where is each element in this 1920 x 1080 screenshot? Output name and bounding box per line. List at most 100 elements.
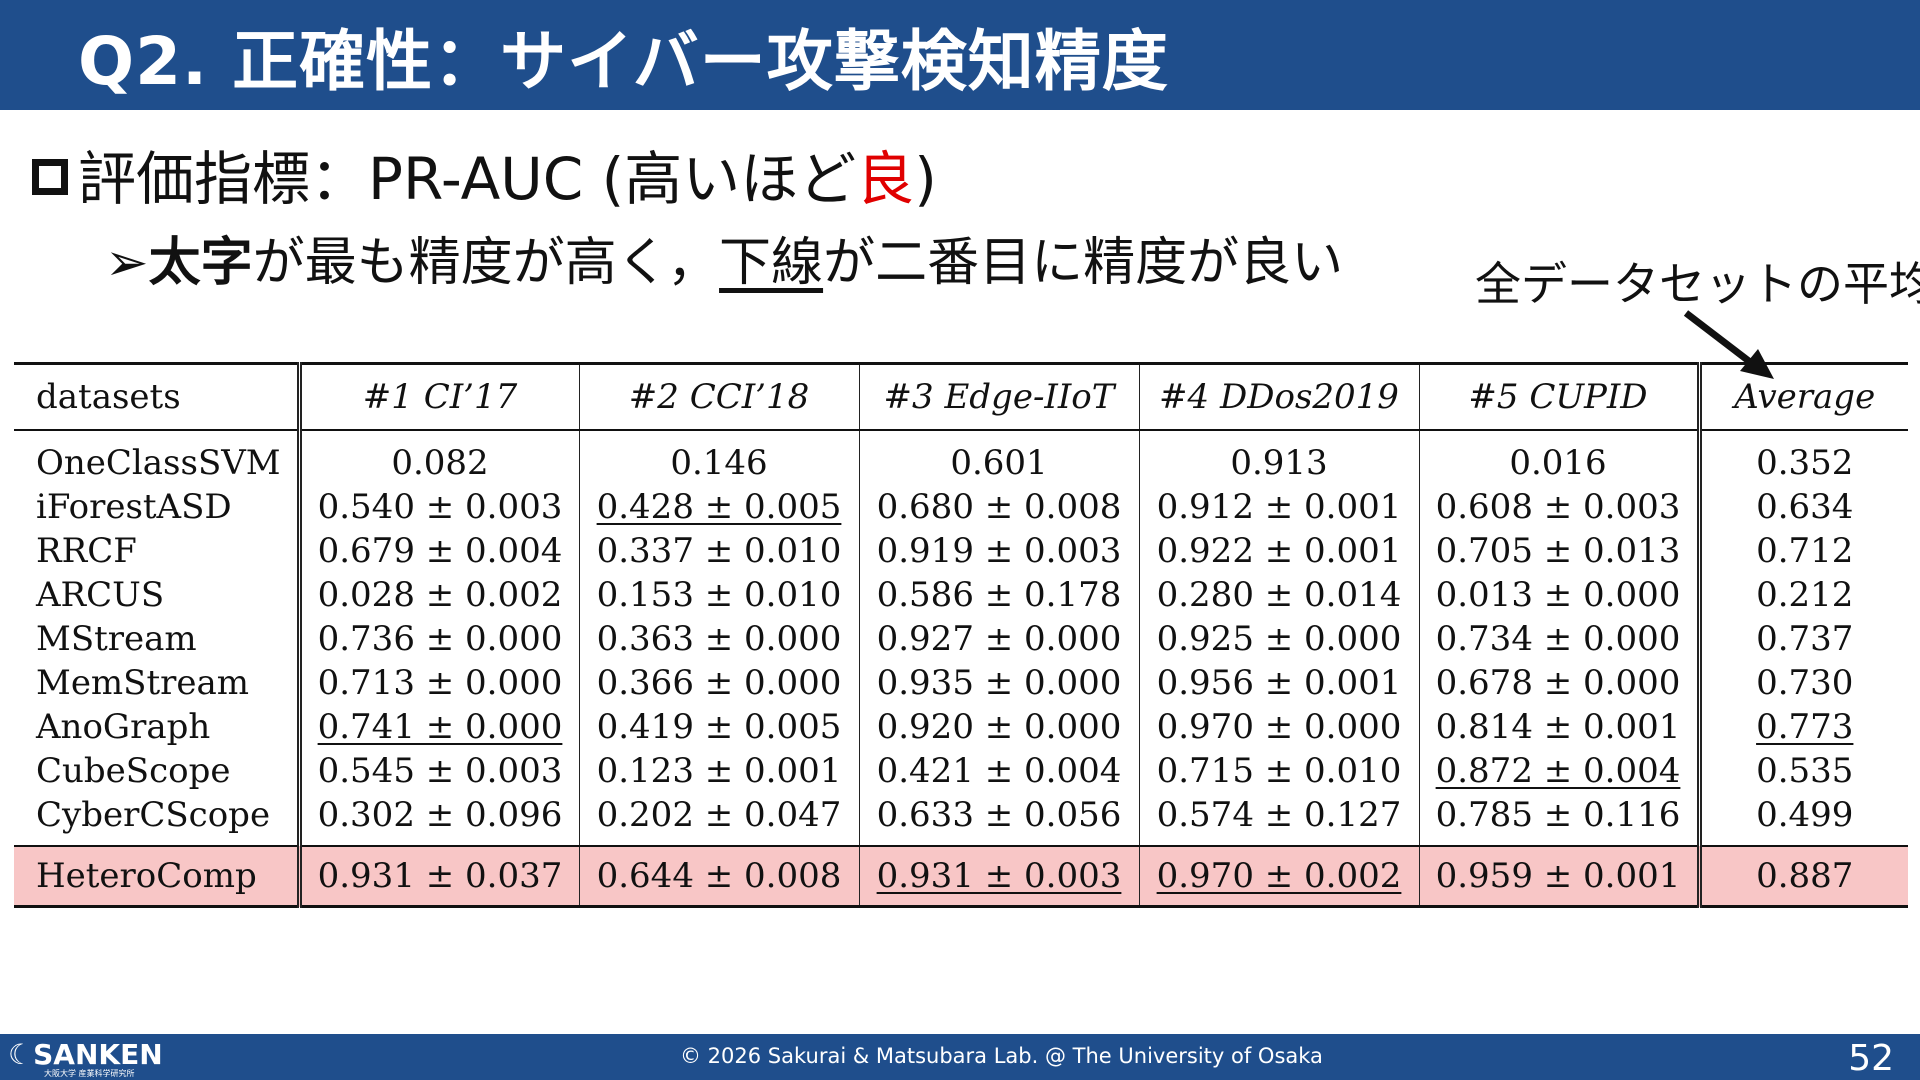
average-cell: 0.712 [1756, 531, 1854, 571]
average-cell: 0.737 [1756, 619, 1854, 659]
method-name: OneClassSVM [14, 430, 302, 485]
table-cell: 0.705 ± 0.013 [1419, 529, 1702, 573]
header-average: Average [1734, 377, 1876, 417]
table-cell: 0.679 ± 0.004 [299, 529, 580, 573]
header-ddos2019: #4 DDos2019 [1139, 363, 1420, 430]
table-cell: 0.715 ± 0.010 [1139, 749, 1420, 793]
method-name: HeteroComp [14, 846, 302, 907]
second-best-cell: 0.428 ± 0.005 [596, 487, 842, 527]
logo-text: SANKEN [33, 1038, 163, 1071]
table-row: iForestASD 0.540 ± 0.003 0.428 ± 0.005 0… [14, 485, 1908, 529]
table-cell: 0.366 ± 0.000 [579, 661, 860, 705]
best-cell: 0.935 ± 0.000 [859, 661, 1140, 705]
second-best-cell: 0.872 ± 0.004 [1435, 751, 1681, 791]
average-cell: 0.499 [1756, 795, 1854, 835]
second-best-average: 0.773 [1756, 707, 1854, 747]
underline-keyword: 下線 [719, 233, 824, 293]
arrow-bullet-icon: ➢ [105, 233, 149, 293]
method-name: AnoGraph [14, 705, 302, 749]
best-cell: 0.959 ± 0.001 [1419, 846, 1702, 907]
table-cell: 0.912 ± 0.001 [1139, 485, 1420, 529]
table-cell: 0.601 [859, 430, 1140, 485]
table-cell: 0.202 ± 0.047 [579, 793, 860, 846]
table-cell: 0.574 ± 0.127 [1139, 793, 1420, 846]
results-table: datasets #1 CI’17 #2 CCI’18 #3 Edge-IIoT… [14, 362, 1908, 908]
table-row: MemStream 0.713 ± 0.000 0.366 ± 0.000 0.… [14, 661, 1908, 705]
table-cell: 0.919 ± 0.003 [859, 529, 1140, 573]
best-cell: 0.970 ± 0.000 [1139, 705, 1420, 749]
table-cell: 0.146 [579, 430, 860, 485]
table-cell: 0.153 ± 0.010 [579, 573, 860, 617]
best-cell: 0.931 ± 0.037 [299, 846, 580, 907]
second-best-cell: 0.970 ± 0.002 [1156, 856, 1402, 896]
square-bullet-icon [32, 158, 68, 195]
table-cell: 0.280 ± 0.014 [1139, 573, 1420, 617]
table-cell: 0.586 ± 0.178 [859, 573, 1140, 617]
metric-suffix: ) [914, 145, 937, 213]
method-name: iForestASD [14, 485, 302, 529]
table-cell: 0.736 ± 0.000 [299, 617, 580, 661]
logo-mark-icon: ☾ [8, 1038, 34, 1071]
legend-tail: が二番目に精度が良い [823, 233, 1344, 293]
table-cell: 0.920 ± 0.000 [859, 705, 1140, 749]
average-note: 全データセットの平均 [1475, 257, 1920, 311]
sanken-logo: ☾SANKEN [8, 1038, 163, 1071]
average-cell: 0.212 [1756, 575, 1854, 615]
table-cell: 0.925 ± 0.000 [1139, 617, 1420, 661]
average-cell: 0.730 [1756, 663, 1854, 703]
average-cell: 0.634 [1756, 487, 1854, 527]
table-row: OneClassSVM 0.082 0.146 0.601 0.913 0.01… [14, 430, 1908, 485]
table-row: MStream 0.736 ± 0.000 0.363 ± 0.000 0.92… [14, 617, 1908, 661]
table-header-row: datasets #1 CI’17 #2 CCI’18 #3 Edge-IIoT… [14, 363, 1908, 430]
legend-bullet: ➢太字が最も精度が高く，下線が二番目に精度が良い [105, 220, 1343, 295]
arrow-pointer-icon [1683, 310, 1774, 379]
title-bar: Q2. 正確性：サイバー攻撃検知精度 [0, 0, 1920, 110]
table-cell: 0.680 ± 0.008 [859, 485, 1140, 529]
logo-subtitle: 大阪大学 産業科学研究所 [44, 1069, 135, 1078]
method-name: MemStream [14, 661, 302, 705]
metric-emphasis: 良 [856, 145, 915, 213]
table-cell: 0.123 ± 0.001 [579, 749, 860, 793]
method-name: ARCUS [14, 573, 302, 617]
table-cell: 0.013 ± 0.000 [1419, 573, 1702, 617]
header-cci18: #2 CCI’18 [579, 363, 860, 430]
table-row: CyberCScope 0.302 ± 0.096 0.202 ± 0.047 … [14, 793, 1908, 846]
slide-title: Q2. 正確性：サイバー攻撃検知精度 [78, 23, 1169, 100]
table-cell: 0.913 [1139, 430, 1420, 485]
average-cell: 0.352 [1756, 443, 1854, 483]
table-cell: 0.734 ± 0.000 [1419, 617, 1702, 661]
average-cell: 0.535 [1756, 751, 1854, 791]
header-edge-iiot: #3 Edge-IIoT [859, 363, 1140, 430]
header-datasets: datasets [14, 363, 302, 430]
table-cell: 0.337 ± 0.010 [579, 529, 860, 573]
table-cell: 0.785 ± 0.116 [1419, 793, 1702, 846]
table-cell: 0.927 ± 0.000 [859, 617, 1140, 661]
table-row: ARCUS 0.028 ± 0.002 0.153 ± 0.010 0.586 … [14, 573, 1908, 617]
table-cell: 0.608 ± 0.003 [1419, 485, 1702, 529]
header-ci17: #1 CI’17 [299, 363, 580, 430]
table-cell: 0.302 ± 0.096 [299, 793, 580, 846]
table-cell: 0.678 ± 0.000 [1419, 661, 1702, 705]
table-cell: 0.421 ± 0.004 [859, 749, 1140, 793]
table-cell: 0.545 ± 0.003 [299, 749, 580, 793]
table-cell: 0.956 ± 0.001 [1139, 661, 1420, 705]
footer-bar: ☾SANKEN 大阪大学 産業科学研究所 © 2026 Sakurai & Ma… [0, 1034, 1920, 1080]
table-cell: 0.922 ± 0.001 [1139, 529, 1420, 573]
table-cell: 0.016 [1419, 430, 1702, 485]
table-cell: 0.028 ± 0.002 [299, 573, 580, 617]
table-cell: 0.713 ± 0.000 [299, 661, 580, 705]
table-cell: 0.419 ± 0.005 [579, 705, 860, 749]
table-row: AnoGraph 0.741 ± 0.000 0.419 ± 0.005 0.9… [14, 705, 1908, 749]
metric-prefix: 評価指標：PR-AUC (高いほど [78, 145, 857, 213]
table-cell: 0.363 ± 0.000 [579, 617, 860, 661]
best-average: 0.887 [1756, 856, 1854, 896]
table-cell: 0.814 ± 0.001 [1419, 705, 1702, 749]
table-row: CubeScope 0.545 ± 0.003 0.123 ± 0.001 0.… [14, 749, 1908, 793]
metric-bullet: 評価指標：PR-AUC (高いほど良) [32, 132, 937, 216]
page-number: 52 [1848, 1038, 1894, 1079]
header-cupid: #5 CUPID [1419, 363, 1702, 430]
method-name: CyberCScope [14, 793, 302, 846]
table-cell: 0.540 ± 0.003 [299, 485, 580, 529]
bold-keyword: 太字 [148, 233, 253, 293]
table-cell: 0.082 [299, 430, 580, 485]
